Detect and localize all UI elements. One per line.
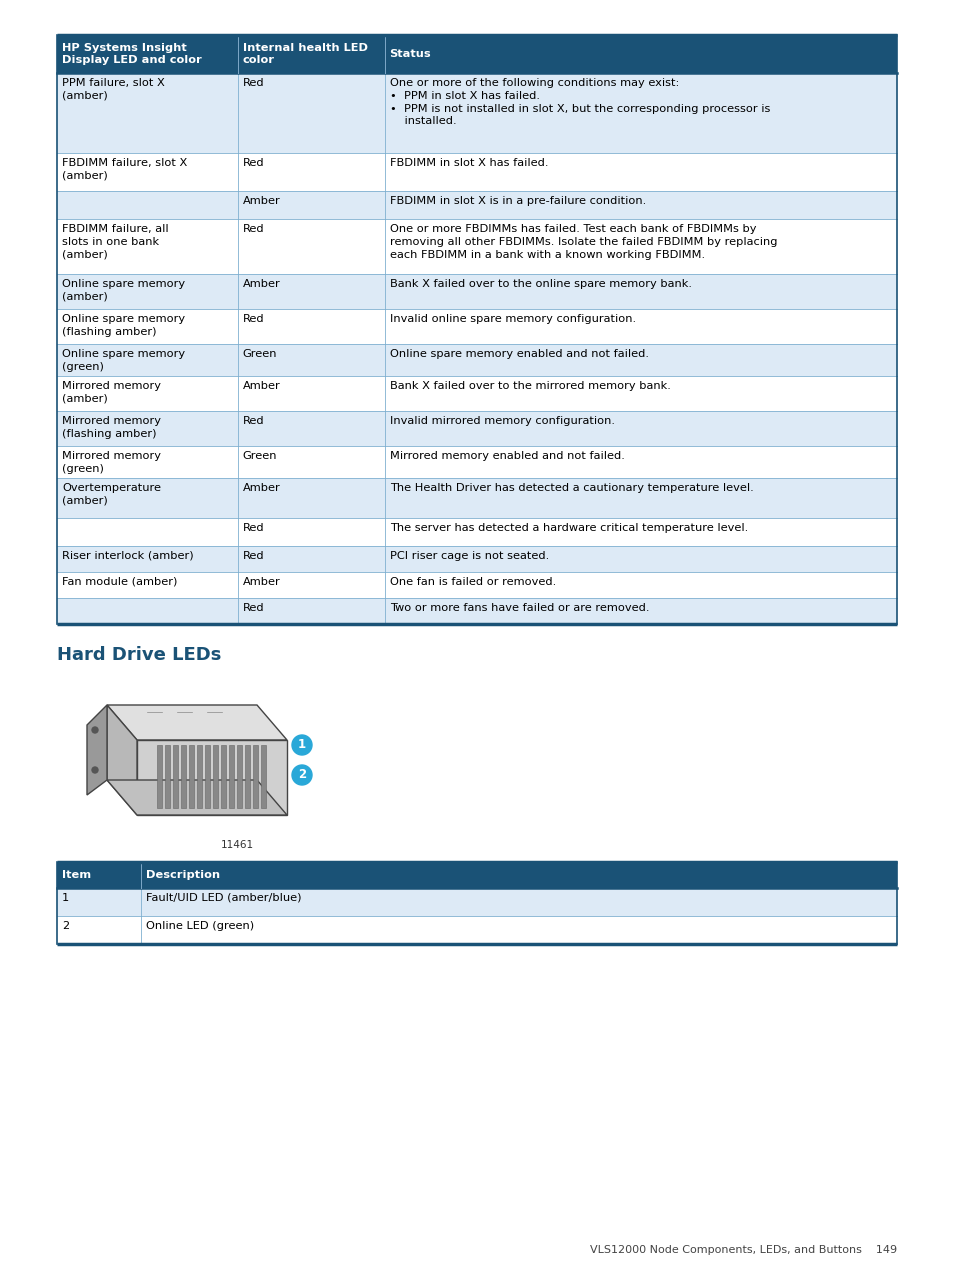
Bar <box>57 916 896 944</box>
Bar <box>57 376 896 411</box>
Text: PPM failure, slot X
(amber): PPM failure, slot X (amber) <box>62 78 165 100</box>
Polygon shape <box>87 705 107 794</box>
Bar <box>57 597 896 624</box>
Bar <box>189 745 193 808</box>
Bar <box>245 745 250 808</box>
Text: Red: Red <box>242 416 264 426</box>
Text: Hard Drive LEDs: Hard Drive LEDs <box>57 646 221 663</box>
Bar <box>172 745 178 808</box>
Polygon shape <box>137 740 287 815</box>
Polygon shape <box>107 780 287 815</box>
Text: 11461: 11461 <box>220 840 253 850</box>
Text: Fan module (amber): Fan module (amber) <box>62 577 177 587</box>
Text: Green: Green <box>242 350 276 358</box>
Text: FBDIMM failure, all
slots in one bank
(amber): FBDIMM failure, all slots in one bank (a… <box>62 224 169 259</box>
Text: Red: Red <box>242 522 264 533</box>
Text: Red: Red <box>242 552 264 561</box>
Text: Online spare memory
(flashing amber): Online spare memory (flashing amber) <box>62 314 185 337</box>
Text: VLS12000 Node Components, LEDs, and Buttons    149: VLS12000 Node Components, LEDs, and Butt… <box>589 1246 896 1254</box>
Bar <box>57 572 896 597</box>
Bar <box>213 745 218 808</box>
Text: Invalid online spare memory configuration.: Invalid online spare memory configuratio… <box>389 314 635 324</box>
Bar <box>57 72 896 153</box>
Bar <box>57 547 896 572</box>
Text: Red: Red <box>242 78 264 88</box>
Text: Two or more fans have failed or are removed.: Two or more fans have failed or are remo… <box>389 602 648 613</box>
Text: Description: Description <box>146 871 220 880</box>
Text: 2: 2 <box>62 921 69 930</box>
Text: Amber: Amber <box>242 577 280 587</box>
Bar <box>57 344 896 376</box>
Bar <box>253 745 257 808</box>
Circle shape <box>292 735 312 755</box>
Bar <box>57 862 896 888</box>
Bar <box>196 745 202 808</box>
Text: PCI riser cage is not seated.: PCI riser cage is not seated. <box>389 552 548 561</box>
Bar <box>57 888 896 916</box>
Bar <box>57 275 896 309</box>
Bar <box>229 745 233 808</box>
Text: Bank X failed over to the mirrored memory bank.: Bank X failed over to the mirrored memor… <box>389 381 670 391</box>
Text: Green: Green <box>242 451 276 461</box>
Text: Status: Status <box>389 50 431 58</box>
Text: 1: 1 <box>62 894 70 902</box>
Text: Online spare memory
(amber): Online spare memory (amber) <box>62 280 185 301</box>
Text: Overtemperature
(amber): Overtemperature (amber) <box>62 483 161 506</box>
Bar <box>181 745 186 808</box>
Circle shape <box>91 766 98 773</box>
Bar <box>57 446 896 478</box>
Text: 1: 1 <box>297 738 306 751</box>
Text: 2: 2 <box>297 769 306 782</box>
Text: Red: Red <box>242 602 264 613</box>
Bar <box>57 153 896 191</box>
Text: The Health Driver has detected a cautionary temperature level.: The Health Driver has detected a caution… <box>389 483 753 493</box>
Text: Mirrored memory
(green): Mirrored memory (green) <box>62 451 161 474</box>
Text: One or more of the following conditions may exist:
•  PPM in slot X has failed.
: One or more of the following conditions … <box>389 78 769 126</box>
Bar <box>57 191 896 219</box>
Text: FBDIMM in slot X is in a pre-failure condition.: FBDIMM in slot X is in a pre-failure con… <box>389 196 645 206</box>
Text: One fan is failed or removed.: One fan is failed or removed. <box>389 577 556 587</box>
Text: FBDIMM failure, slot X
(amber): FBDIMM failure, slot X (amber) <box>62 158 187 180</box>
Circle shape <box>91 727 98 733</box>
Text: Bank X failed over to the online spare memory bank.: Bank X failed over to the online spare m… <box>389 280 691 289</box>
Bar <box>205 745 210 808</box>
Text: Online spare memory
(green): Online spare memory (green) <box>62 350 185 372</box>
Text: Mirrored memory
(flashing amber): Mirrored memory (flashing amber) <box>62 416 161 438</box>
Text: Amber: Amber <box>242 483 280 493</box>
Text: Item: Item <box>62 871 91 880</box>
Bar <box>221 745 226 808</box>
Polygon shape <box>107 705 287 740</box>
Text: Red: Red <box>242 158 264 168</box>
Bar <box>57 309 896 344</box>
Bar <box>57 519 896 547</box>
Text: Invalid mirrored memory configuration.: Invalid mirrored memory configuration. <box>389 416 614 426</box>
Text: Online LED (green): Online LED (green) <box>146 921 253 930</box>
Text: Amber: Amber <box>242 280 280 289</box>
Text: Internal health LED
color: Internal health LED color <box>242 43 367 65</box>
Text: HP Systems Insight
Display LED and color: HP Systems Insight Display LED and color <box>62 43 201 65</box>
Text: Mirrored memory
(amber): Mirrored memory (amber) <box>62 381 161 404</box>
Bar <box>57 36 896 72</box>
Polygon shape <box>107 705 137 815</box>
Bar <box>165 745 170 808</box>
Text: The server has detected a hardware critical temperature level.: The server has detected a hardware criti… <box>389 522 747 533</box>
Text: Red: Red <box>242 314 264 324</box>
Text: FBDIMM in slot X has failed.: FBDIMM in slot X has failed. <box>389 158 548 168</box>
Text: One or more FBDIMMs has failed. Test each bank of FBDIMMs by
removing all other : One or more FBDIMMs has failed. Test eac… <box>389 224 777 259</box>
Bar <box>157 745 162 808</box>
Text: Riser interlock (amber): Riser interlock (amber) <box>62 552 193 561</box>
Text: Fault/UID LED (amber/blue): Fault/UID LED (amber/blue) <box>146 894 301 902</box>
Bar <box>57 219 896 275</box>
Bar <box>57 478 896 519</box>
Text: Red: Red <box>242 224 264 234</box>
Bar <box>57 411 896 446</box>
Text: Amber: Amber <box>242 196 280 206</box>
Bar <box>236 745 242 808</box>
Text: Amber: Amber <box>242 381 280 391</box>
Bar <box>261 745 266 808</box>
Text: Online spare memory enabled and not failed.: Online spare memory enabled and not fail… <box>389 350 648 358</box>
Circle shape <box>292 765 312 785</box>
Text: Mirrored memory enabled and not failed.: Mirrored memory enabled and not failed. <box>389 451 624 461</box>
